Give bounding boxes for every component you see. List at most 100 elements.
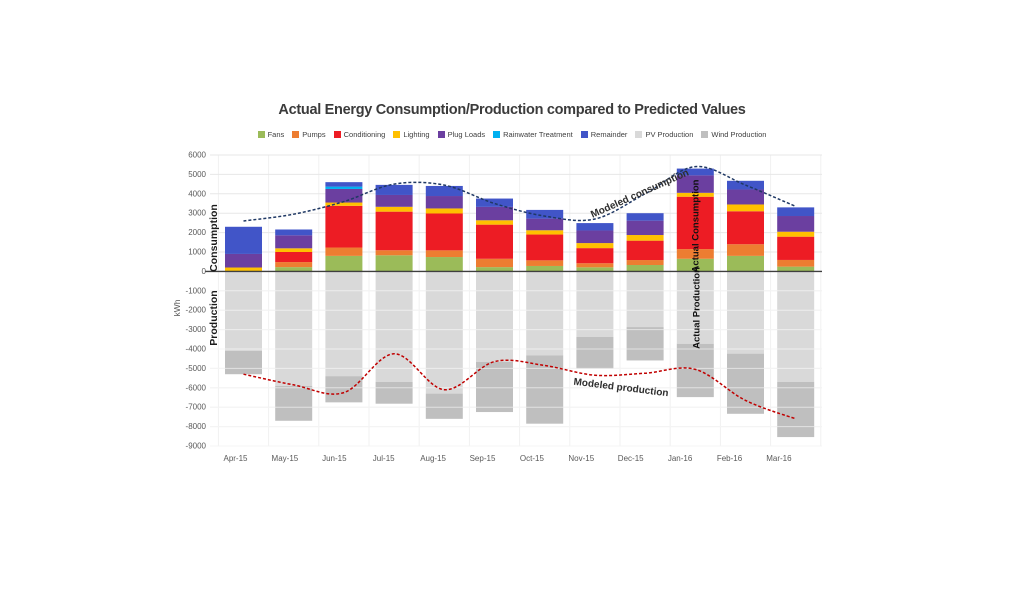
svg-text:Aug-15: Aug-15 xyxy=(420,454,446,463)
bar-segment xyxy=(325,255,363,272)
svg-text:-1000: -1000 xyxy=(186,286,207,295)
bar-segment xyxy=(777,259,815,267)
modeled-production-line xyxy=(243,353,796,420)
bar-segment xyxy=(425,271,463,394)
bar-segment xyxy=(626,220,664,236)
legend-label: Pumps xyxy=(302,130,326,139)
bar-segment xyxy=(526,260,564,266)
bar-segment xyxy=(626,240,664,261)
consumption-axis-label: Consumption xyxy=(208,204,220,272)
actual-production-label: Actual Production xyxy=(691,267,703,349)
legend-label: Plug Loads xyxy=(447,130,486,139)
svg-text:Jan-16: Jan-16 xyxy=(668,454,693,463)
bar-segment xyxy=(425,208,463,214)
svg-text:-7000: -7000 xyxy=(186,403,207,412)
svg-text:-4000: -4000 xyxy=(186,345,207,354)
svg-text:-5000: -5000 xyxy=(186,364,207,373)
bar-segment xyxy=(727,271,764,354)
bar-segment xyxy=(275,229,313,236)
bar-segment xyxy=(676,175,714,193)
bar-segment xyxy=(275,252,313,263)
bar-segment xyxy=(777,236,815,260)
bar-segment xyxy=(275,235,313,249)
bar-segment xyxy=(626,260,664,265)
legend-item-plug-loads: Plug Loads xyxy=(437,130,486,139)
legend-swatch-icon xyxy=(635,131,643,138)
bar-segment xyxy=(325,205,363,248)
bar-segment xyxy=(777,271,815,382)
bar-segment xyxy=(576,248,614,264)
bar-segment xyxy=(275,267,313,272)
bar-segment xyxy=(325,271,363,377)
bar-segment xyxy=(727,189,764,205)
bar-segment xyxy=(275,248,313,252)
legend-item-pv-production: PV Production xyxy=(635,130,693,139)
legend-item-rainwater-treatment: Rainwater Treatment xyxy=(493,130,573,139)
legend-label: Fans xyxy=(267,130,285,139)
bar-segment xyxy=(626,264,664,272)
bar-segment xyxy=(425,393,463,419)
bar-segment xyxy=(676,343,714,398)
bar-segment xyxy=(727,211,764,245)
legend-swatch-icon xyxy=(393,131,401,138)
bar-segment xyxy=(526,234,564,261)
bar-segment xyxy=(727,204,764,212)
bar-segment xyxy=(375,194,413,207)
svg-text:May-15: May-15 xyxy=(272,454,299,463)
actual-consumption-label: Actual Consumption xyxy=(690,179,702,273)
legend-item-remainder: Remainder xyxy=(580,130,628,139)
bar-segment xyxy=(325,202,363,206)
bar-segment xyxy=(425,185,463,197)
bar-segment xyxy=(676,271,714,344)
bar-segment xyxy=(526,355,564,424)
legend-label: Remainder xyxy=(590,130,628,139)
x-axis-category-labels: Apr-15 May-15 Jun-15 Jul-15 Aug-15 Sep-15 Oct-… xyxy=(223,454,792,463)
legend-swatch-icon xyxy=(701,131,709,138)
bar-segment xyxy=(476,224,513,259)
svg-text:Sep-15: Sep-15 xyxy=(470,454,496,463)
svg-text:-9000: -9000 xyxy=(186,442,207,451)
bar-segment xyxy=(576,263,614,268)
bar-segment xyxy=(325,188,363,203)
chart-legend: Fans Pumps Conditioning Lighting Plug Loads R… xyxy=(0,130,1024,139)
bar-segment xyxy=(576,336,614,369)
bar-segment xyxy=(425,196,463,209)
bar-segment xyxy=(777,231,815,237)
svg-text:Apr-15: Apr-15 xyxy=(223,454,248,463)
bar-segment xyxy=(225,271,262,351)
svg-text:Mar-16: Mar-16 xyxy=(766,454,792,463)
bar-segment xyxy=(476,220,513,225)
bar-segment xyxy=(727,353,764,414)
svg-text:Oct-15: Oct-15 xyxy=(520,454,545,463)
bar-segment xyxy=(325,376,363,403)
bar-segment xyxy=(325,247,363,256)
bar-segment xyxy=(626,327,664,361)
svg-text:Jun-15: Jun-15 xyxy=(322,454,347,463)
bar-segment xyxy=(526,265,564,272)
bar-segment xyxy=(676,168,714,176)
legend-swatch-icon xyxy=(580,131,588,138)
chart-title: Actual Energy Consumption/Production com… xyxy=(278,102,746,118)
bar-segment xyxy=(375,184,413,195)
legend-label: Lighting xyxy=(403,130,430,139)
bar-segment xyxy=(275,262,313,268)
bar-segment xyxy=(626,235,664,241)
bar-segment xyxy=(225,267,262,272)
legend-item-lighting: Lighting xyxy=(393,130,430,139)
legend-item-fans: Fans xyxy=(257,130,285,139)
bar-segment xyxy=(425,257,463,272)
legend-swatch-icon xyxy=(493,131,501,138)
svg-text:5000: 5000 xyxy=(188,170,206,179)
svg-text:6000: 6000 xyxy=(188,151,206,160)
bar-segment xyxy=(375,271,413,382)
bar-segment xyxy=(225,350,262,375)
production-axis-label: Production xyxy=(208,290,220,346)
legend-swatch-icon xyxy=(333,131,341,138)
svg-text:0: 0 xyxy=(202,267,207,276)
bar-segment xyxy=(576,230,614,244)
bar-segment xyxy=(777,216,815,232)
bar-segment xyxy=(777,207,815,217)
vertical-gridlines xyxy=(217,155,822,446)
bar-segment xyxy=(425,213,463,251)
